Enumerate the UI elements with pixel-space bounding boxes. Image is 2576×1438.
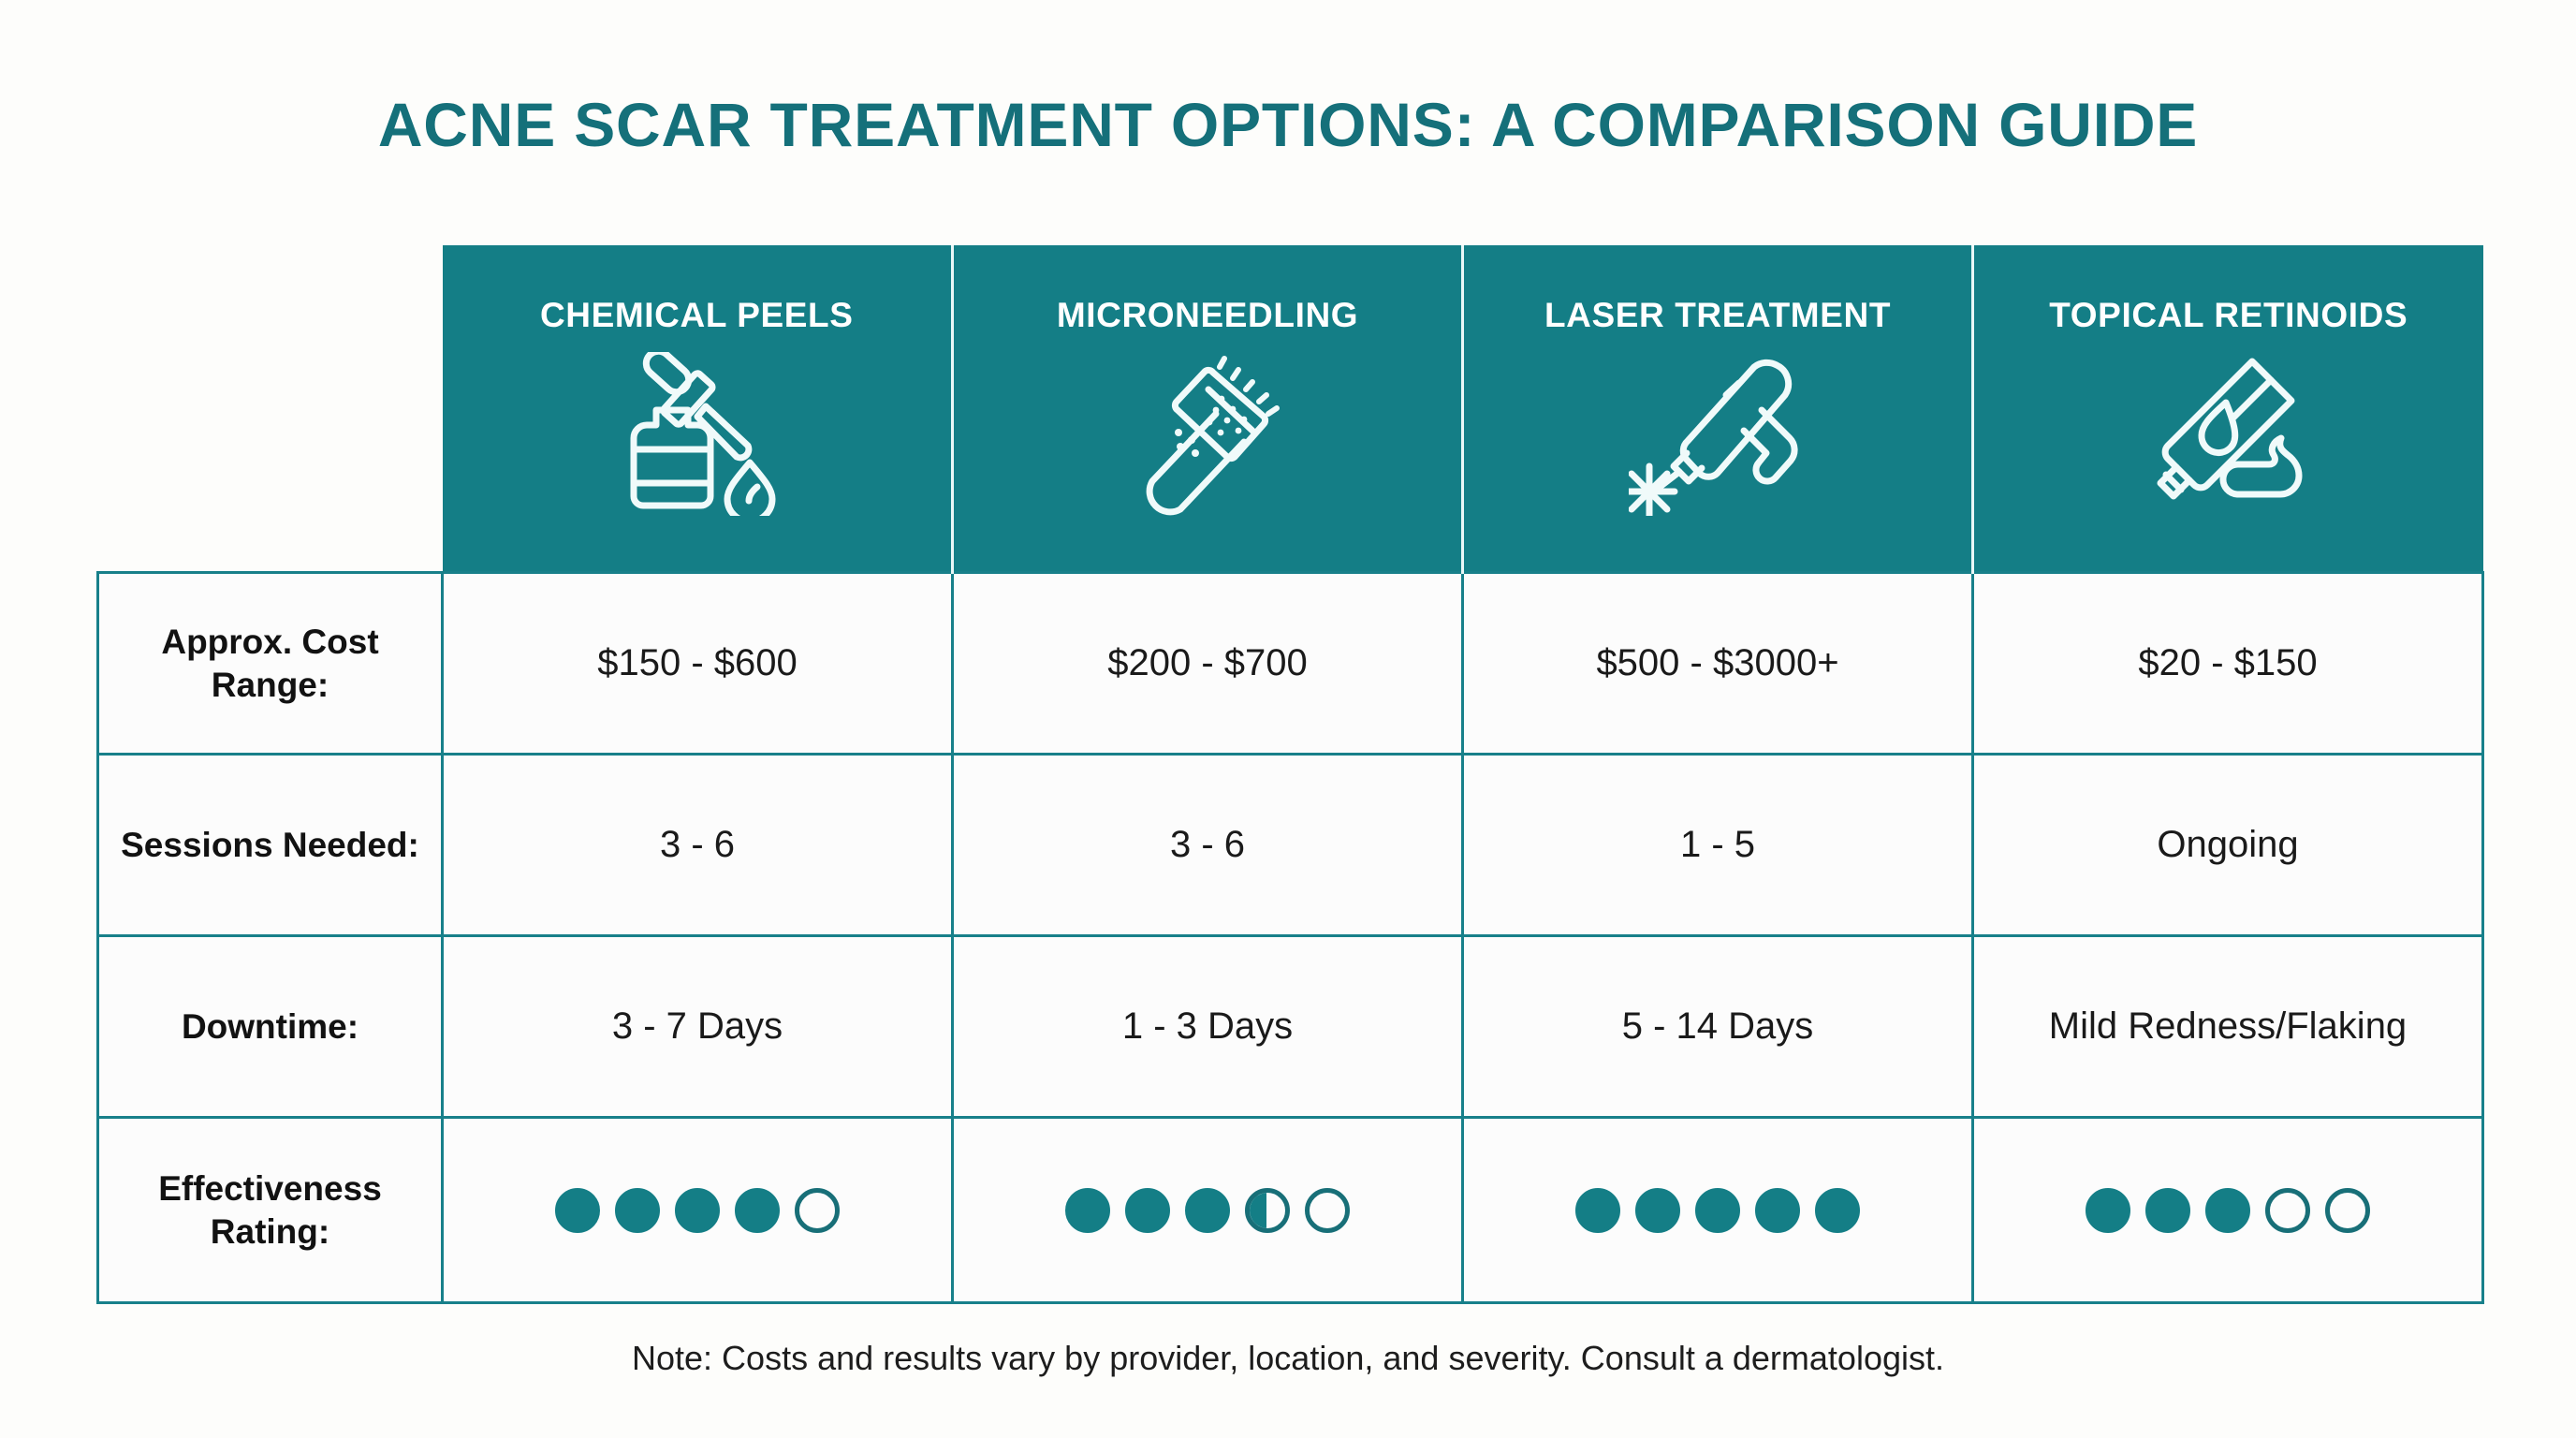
- rating-dot-full: [1575, 1187, 1620, 1233]
- rating-dots: [1974, 1187, 2481, 1233]
- rating-dot-full: [1755, 1187, 1800, 1233]
- rating-dot-full: [2205, 1187, 2250, 1233]
- rating-dot-full: [1185, 1187, 1230, 1233]
- cell-rating-microneedling: [951, 1116, 1464, 1304]
- rating-dot-full: [2086, 1187, 2130, 1233]
- column-header-laser-treatment: LASER TREATMENT: [1461, 245, 1973, 573]
- dropper-bottle-icon: [443, 349, 952, 518]
- cell-sessions-topical-retinoids: Ongoing: [1971, 753, 2484, 937]
- column-header-label: MICRONEEDLING: [1056, 296, 1359, 334]
- rating-dot-empty: [2265, 1187, 2310, 1233]
- cell-downtime-laser-treatment: 5 - 14 Days: [1461, 934, 1974, 1119]
- comparison-table-wrapper: CHEMICAL PEELS: [96, 245, 2484, 1304]
- column-header-microneedling: MICRONEEDLING: [951, 245, 1463, 573]
- cell-cost-topical-retinoids: $20 - $150: [1971, 571, 2484, 756]
- rating-dot-half: [1245, 1187, 1290, 1233]
- row-label-effectiveness-rating: Effectiveness Rating:: [96, 1116, 444, 1304]
- rating-dot-full: [1065, 1187, 1110, 1233]
- cell-rating-topical-retinoids: [1971, 1116, 2484, 1304]
- cream-tube-icon: [1974, 349, 2483, 518]
- column-header-label: LASER TREATMENT: [1544, 296, 1892, 334]
- row-label-approx-cost-range: Approx. Cost Range:: [96, 571, 444, 756]
- rating-dot-full: [1815, 1187, 1860, 1233]
- page-title: ACNE SCAR TREATMENT OPTIONS: A COMPARISO…: [377, 90, 2199, 159]
- cell-cost-chemical-peels: $150 - $600: [441, 571, 954, 756]
- rating-dots: [444, 1187, 951, 1233]
- footer-note: Note: Costs and results vary by provider…: [632, 1339, 1944, 1377]
- table-row: Effectiveness Rating:: [96, 1116, 2484, 1304]
- column-header-label: CHEMICAL PEELS: [539, 296, 854, 334]
- rating-dot-empty: [795, 1187, 840, 1233]
- rating-dot-empty: [1305, 1187, 1350, 1233]
- rating-dot-full: [615, 1187, 660, 1233]
- column-header-chemical-peels: CHEMICAL PEELS: [442, 245, 953, 573]
- cell-downtime-topical-retinoids: Mild Redness/Flaking: [1971, 934, 2484, 1119]
- table-row: Downtime: 3 - 7 Days 1 - 3 Days 5 - 14 D…: [96, 934, 2484, 1119]
- rating-dots: [1464, 1187, 1971, 1233]
- cell-rating-chemical-peels: [441, 1116, 954, 1304]
- table-row: Sessions Needed: 3 - 6 3 - 6 1 - 5 Ongoi…: [96, 753, 2484, 937]
- cell-downtime-microneedling: 1 - 3 Days: [951, 934, 1464, 1119]
- table-row: Approx. Cost Range: $150 - $600 $200 - $…: [96, 571, 2484, 756]
- cell-cost-laser-treatment: $500 - $3000+: [1461, 571, 1974, 756]
- row-label-downtime: Downtime:: [96, 934, 444, 1119]
- rating-dot-full: [2145, 1187, 2190, 1233]
- rating-dot-full: [1635, 1187, 1680, 1233]
- rating-dot-full: [555, 1187, 600, 1233]
- cell-downtime-chemical-peels: 3 - 7 Days: [441, 934, 954, 1119]
- laser-handpiece-icon: [1464, 349, 1971, 518]
- cell-sessions-chemical-peels: 3 - 6: [441, 753, 954, 937]
- column-header-topical-retinoids: TOPICAL RETINOIDS: [1971, 245, 2483, 573]
- rating-dot-full: [675, 1187, 720, 1233]
- derma-roller-icon: [954, 349, 1461, 518]
- rating-dots: [954, 1187, 1461, 1233]
- rating-dot-full: [1125, 1187, 1170, 1233]
- table-header-row: CHEMICAL PEELS: [97, 245, 2483, 573]
- comparison-table: CHEMICAL PEELS: [96, 245, 2484, 1304]
- cell-rating-laser-treatment: [1461, 1116, 1974, 1304]
- header-corner-blank: [97, 245, 443, 573]
- rating-dot-full: [1695, 1187, 1740, 1233]
- cell-sessions-laser-treatment: 1 - 5: [1461, 753, 1974, 937]
- row-label-sessions-needed: Sessions Needed:: [96, 753, 444, 937]
- cell-sessions-microneedling: 3 - 6: [951, 753, 1464, 937]
- rating-dot-empty: [2325, 1187, 2370, 1233]
- cell-cost-microneedling: $200 - $700: [951, 571, 1464, 756]
- rating-dot-full: [735, 1187, 780, 1233]
- column-header-label: TOPICAL RETINOIDS: [2049, 296, 2408, 334]
